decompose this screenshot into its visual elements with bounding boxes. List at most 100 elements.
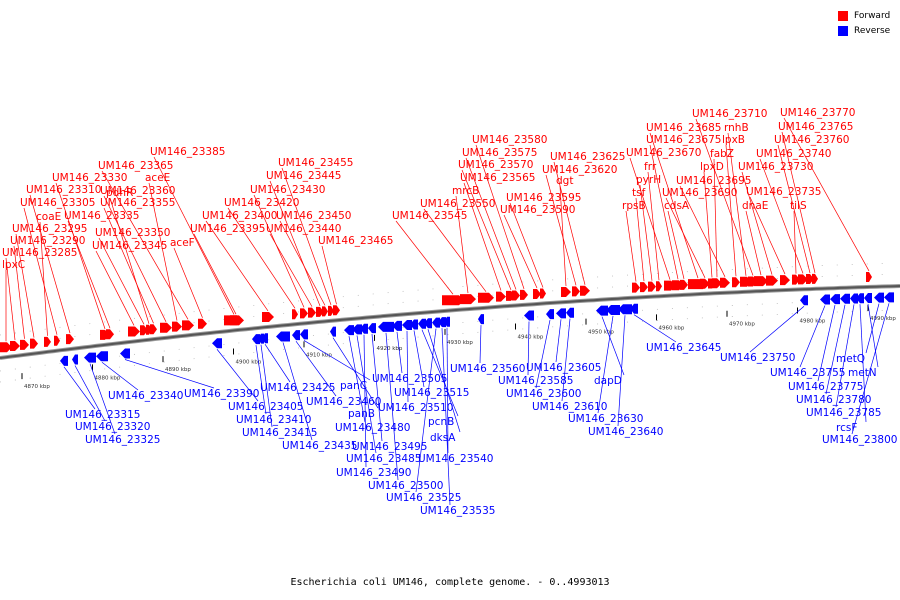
forward-gene-label: UM146_23675 [646, 134, 721, 146]
reverse-gene-label: panB [348, 408, 375, 420]
tick-label: 4980 kbp [800, 319, 826, 325]
label-leader [406, 331, 409, 403]
label-leader [817, 305, 836, 382]
reverse-gene-arrow [262, 333, 268, 344]
forward-gene-label: UM146_23295 [12, 223, 87, 235]
forward-gene-arrow [172, 321, 182, 332]
reverse-gene-label: UM146_23510 [378, 402, 453, 414]
label-leader [63, 366, 96, 410]
forward-gene-arrow [720, 277, 730, 288]
reverse-gene-label: UM146_23505 [372, 373, 447, 385]
reverse-gene-arrow [402, 320, 412, 331]
forward-gene-label: UM146_23765 [778, 121, 853, 133]
legend-reverse[interactable]: Reverse [838, 23, 890, 38]
reverse-gene-arrow [212, 338, 222, 349]
label-leader [173, 247, 203, 318]
label-leader [781, 131, 816, 273]
forward-gene-label: UM146_23545 [392, 210, 467, 222]
forward-gene-label: UM146_23465 [318, 235, 393, 247]
reverse-gene-label: UM146_23405 [228, 401, 303, 413]
label-leader [227, 207, 296, 309]
label-leader [727, 132, 747, 276]
reverse-gene-label: UM146_23340 [108, 390, 183, 402]
forward-gene-arrow [580, 285, 590, 296]
forward-gene-arrow [10, 341, 20, 352]
forward-gene-label: UM146_23670 [626, 147, 701, 159]
label-leader [649, 144, 679, 280]
label-leader [216, 349, 259, 402]
label-leader [665, 197, 706, 278]
label-leader [101, 170, 189, 320]
reverse-gene-arrow [444, 316, 450, 327]
track-guide [0, 309, 897, 383]
forward-gene-arrow [150, 324, 157, 335]
label-leader [679, 185, 726, 277]
label-leader [421, 329, 459, 417]
label-leader [95, 250, 135, 326]
reverse-gene-label: UM146_23755 [770, 367, 845, 379]
label-leader [851, 303, 890, 435]
forward-gene-label: UM146_23385 [150, 146, 225, 158]
reverse-gene-label: UM146_23515 [394, 387, 469, 399]
legend-forward[interactable]: Forward [838, 8, 890, 23]
label-leader [396, 331, 403, 374]
forward-gene-arrow [44, 336, 51, 347]
label-leader [253, 194, 305, 308]
forward-gene-arrow [648, 281, 656, 292]
forward-gene-arrow [754, 276, 768, 287]
reverse-gene-arrow [368, 323, 376, 334]
forward-gene-arrow [533, 288, 541, 299]
label-leader [124, 359, 215, 389]
label-leader [825, 304, 846, 395]
reverse-gene-arrow [596, 305, 608, 316]
reverse-gene-arrow [820, 294, 830, 305]
forward-gene-arrow [680, 279, 688, 290]
reverse-swatch [838, 25, 848, 36]
label-leader [759, 158, 804, 274]
reverse-gene-label: UM146_23640 [588, 426, 663, 438]
label-leader [617, 315, 626, 427]
reverse-gene-label: UM146_23775 [788, 381, 863, 393]
label-leader [465, 157, 517, 290]
label-leader [633, 314, 677, 343]
label-leader [413, 330, 425, 388]
label-leader [475, 144, 525, 290]
reverse-gene-label: panC [340, 380, 367, 392]
forward-gene-label: UM146_23335 [64, 210, 139, 222]
forward-gene-arrow [128, 326, 140, 337]
reverse-gene-label: UM146_23315 [65, 409, 140, 421]
label-leader [29, 194, 71, 334]
reverse-gene-arrow [606, 304, 620, 315]
reverse-gene-label: metQ [836, 353, 865, 365]
reverse-gene-arrow [830, 294, 840, 305]
forward-gene-arrow [700, 278, 710, 289]
forward-gene-label: UM146_23365 [98, 160, 173, 172]
label-leader [625, 210, 637, 282]
forward-gene-arrow [0, 342, 12, 353]
reverse-gene-arrow [418, 318, 426, 329]
label-leader [321, 245, 337, 305]
forward-gene-label: UM146_23285 [2, 247, 77, 259]
forward-gene-arrow [30, 338, 38, 349]
forward-gene-arrow [54, 335, 60, 346]
reverse-gene-arrow [258, 333, 264, 344]
reverse-gene-label: UM146_23645 [646, 342, 721, 354]
forward-gene-label: mrcB [452, 185, 479, 197]
label-leader [667, 210, 685, 279]
reverse-gene-label: dksA [430, 432, 456, 444]
label-leader [527, 321, 530, 376]
reverse-gene-label: UM146_23780 [796, 394, 871, 406]
label-leader [103, 195, 167, 322]
forward-gene-arrow [812, 273, 818, 284]
forward-gene-label: cdsA [664, 200, 690, 212]
reverse-gene-label: UM146_23325 [85, 434, 160, 446]
forward-gene-label: UM146_23310 [26, 184, 101, 196]
forward-gene-label: UM146_23770 [780, 107, 855, 119]
reverse-gene-arrow [438, 317, 446, 328]
reverse-gene-label: UM146_23390 [184, 388, 259, 400]
reverse-gene-label: UM146_23800 [822, 434, 897, 446]
label-leader [153, 156, 235, 315]
label-leader [205, 220, 269, 312]
forward-gene-label: UM146_23455 [278, 157, 353, 169]
forward-gene-arrow [632, 282, 640, 293]
